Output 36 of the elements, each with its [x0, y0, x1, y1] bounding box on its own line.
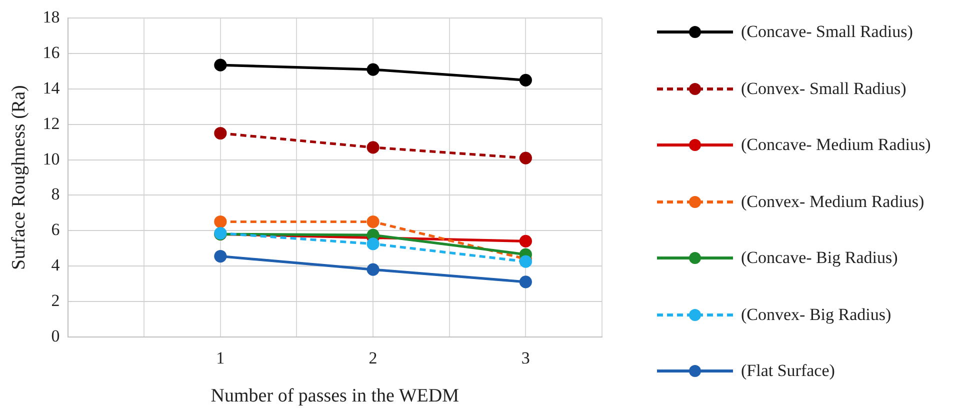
point: [366, 263, 380, 276]
legend-label: (Convex- Medium Radius): [741, 192, 924, 212]
point: [214, 215, 227, 228]
legend-label: (Convex- Big Radius): [741, 304, 892, 325]
point: [366, 238, 380, 250]
y-tick-label: 16: [42, 43, 60, 62]
point: [519, 255, 532, 268]
point: [519, 74, 532, 86]
y-tick-label: 2: [51, 290, 60, 310]
y-axis-title: Surface Roughness (Ra): [8, 85, 30, 270]
y-tick-label: 12: [42, 114, 60, 133]
point: [214, 126, 227, 140]
point: [519, 276, 532, 288]
point: [366, 141, 380, 154]
y-tick-label: 4: [51, 255, 60, 274]
legend-label: (Concave- Medium Radius): [741, 135, 931, 156]
legend-label: (Concave- Big Radius): [741, 248, 898, 268]
y-tick-label: 14: [42, 78, 60, 98]
point: [519, 234, 532, 248]
point: [214, 250, 227, 263]
y-tick-label: 10: [42, 149, 60, 168]
y-tick-label: 18: [42, 8, 60, 27]
point: [366, 63, 380, 76]
y-tick-label: 6: [51, 220, 60, 240]
legend-label: (Concave- Small Radius): [741, 22, 913, 42]
x-tick-label: 2: [368, 348, 378, 368]
legend-label: (Convex- Small Radius): [741, 78, 906, 99]
y-tick-label: 8: [51, 184, 60, 204]
y-tick-label: 0: [51, 326, 60, 346]
x-tick-label: 1: [216, 348, 225, 368]
x-tick-label: 3: [521, 348, 530, 368]
point: [519, 152, 532, 164]
point: [214, 58, 227, 72]
point: [366, 215, 380, 228]
legend-label: (Flat Surface): [741, 361, 835, 382]
x-axis-title: Number of passes in the WEDM: [210, 386, 460, 407]
